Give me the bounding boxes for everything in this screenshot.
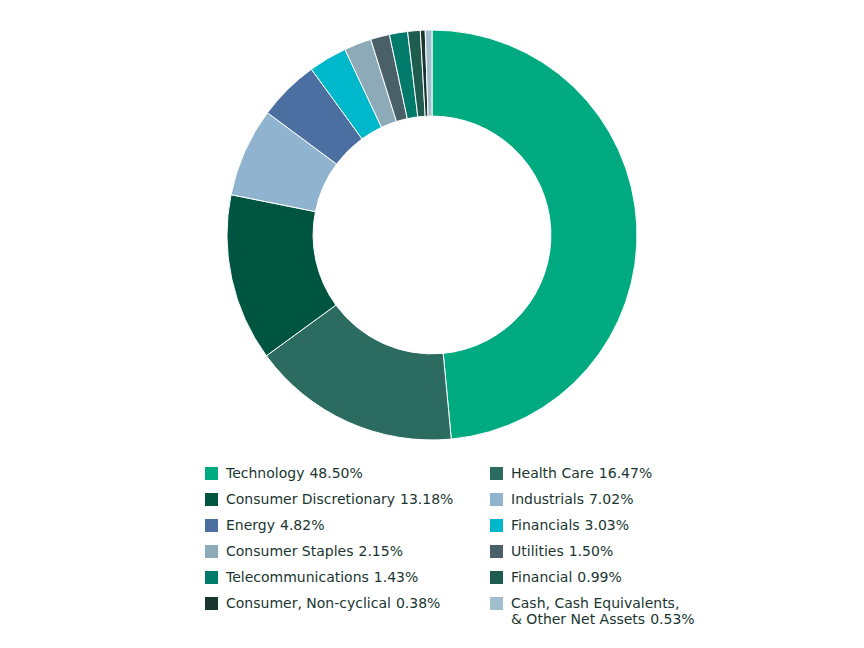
legend-item: Consumer Staples 2.15% [205, 543, 403, 559]
legend-label: Consumer Staples [226, 543, 353, 559]
legend-swatch [490, 519, 503, 532]
legend-value: 4.82% [280, 517, 324, 533]
legend-swatch [205, 545, 218, 558]
background [0, 0, 864, 648]
legend-item: Utilities 1.50% [490, 543, 613, 559]
chart-container: Technology 48.50% Health Care 16.47% Consume… [0, 0, 864, 648]
legend-swatch [205, 493, 218, 506]
slice [432, 30, 637, 439]
legend-label: Industrials [511, 491, 584, 507]
legend-value: 3.03% [585, 517, 629, 533]
legend-label: Consumer, Non-cyclical [226, 595, 391, 611]
legend-swatch [205, 467, 218, 480]
legend-swatch [205, 597, 218, 610]
legend-label: Financial [511, 569, 572, 585]
legend-swatch [490, 545, 503, 558]
legend-item: Financial 0.99% [490, 569, 622, 585]
legend-item: Industrials 7.02% [490, 491, 633, 507]
legend-swatch [490, 493, 503, 506]
legend-swatch [205, 519, 218, 532]
legend-value: 16.47% [599, 465, 652, 481]
legend-label: Technology [225, 465, 304, 481]
legend-value: 7.02% [589, 491, 633, 507]
legend-swatch [490, 571, 503, 584]
legend-value: 1.43% [374, 569, 418, 585]
legend-item: Financials 3.03% [490, 517, 629, 533]
slice [425, 30, 432, 116]
legend-value: 0.99% [577, 569, 621, 585]
slices [227, 30, 637, 440]
legend-value: 13.18% [400, 491, 453, 507]
legend-swatch [490, 597, 503, 610]
legend-item: Energy 4.82% [205, 517, 325, 533]
slice [227, 195, 336, 356]
legend-item: Cash, Cash Equivalents,& Other Net Asset… [490, 595, 695, 627]
legend-label: Financials [511, 517, 580, 533]
legend-value: 1.50% [569, 543, 613, 559]
legend-value: 48.50% [309, 465, 362, 481]
legend-value: 0.38% [396, 595, 440, 611]
legend-swatch [490, 467, 503, 480]
legend-item: Consumer, Non-cyclical 0.38% [205, 595, 440, 611]
legend-label: Energy [226, 517, 275, 533]
legend-item: Consumer Discretionary 13.18% [205, 491, 453, 507]
legend-item: Technology 48.50% [205, 465, 363, 481]
legend-label: Consumer Discretionary [226, 491, 395, 507]
chart: Technology 48.50% Health Care 16.47% Consume… [0, 0, 864, 648]
legend-swatch [205, 571, 218, 584]
legend: Technology 48.50% Health Care 16.47% Consume… [205, 465, 695, 627]
legend-item: Telecommunications 1.43% [205, 569, 418, 585]
legend-item: Health Care 16.47% [490, 465, 652, 481]
legend-value: 0.53% [650, 611, 694, 627]
legend-label: Telecommunications [225, 569, 369, 585]
legend-label: Health Care [511, 465, 594, 481]
legend-label: Utilities [511, 543, 564, 559]
legend-value: 2.15% [358, 543, 402, 559]
